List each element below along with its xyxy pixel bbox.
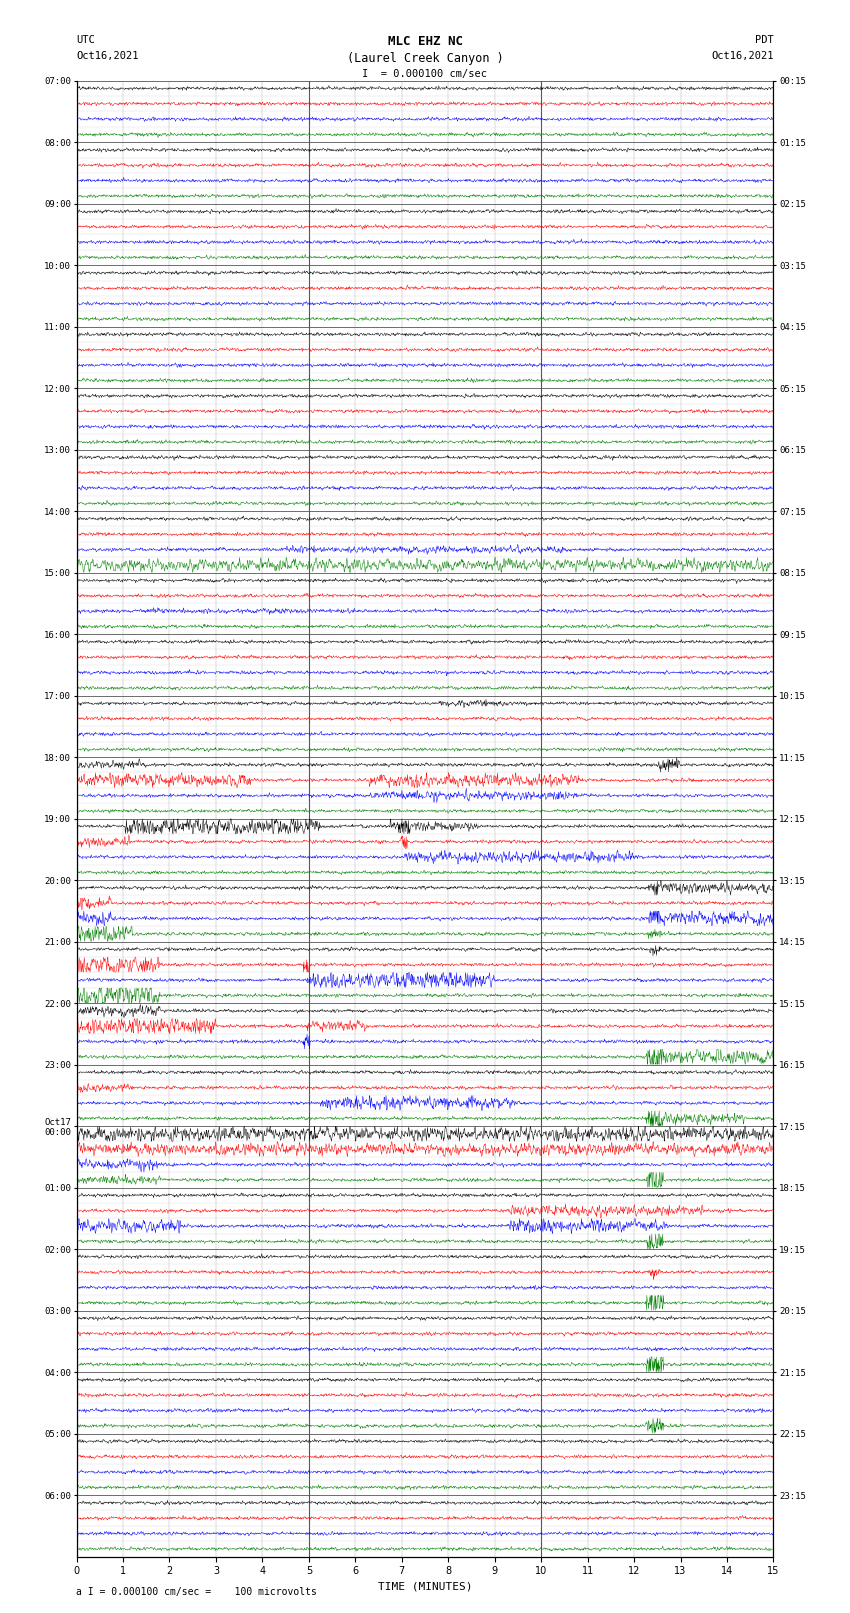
- X-axis label: TIME (MINUTES): TIME (MINUTES): [377, 1582, 473, 1592]
- Text: (Laurel Creek Canyon ): (Laurel Creek Canyon ): [347, 52, 503, 65]
- Text: Oct16,2021: Oct16,2021: [711, 52, 774, 61]
- Text: MLC EHZ NC: MLC EHZ NC: [388, 35, 462, 48]
- Text: a I = 0.000100 cm/sec =    100 microvolts: a I = 0.000100 cm/sec = 100 microvolts: [76, 1587, 317, 1597]
- Text: PDT: PDT: [755, 35, 774, 45]
- Text: UTC: UTC: [76, 35, 95, 45]
- Text: Oct16,2021: Oct16,2021: [76, 52, 139, 61]
- Text: I  = 0.000100 cm/sec: I = 0.000100 cm/sec: [362, 69, 488, 79]
